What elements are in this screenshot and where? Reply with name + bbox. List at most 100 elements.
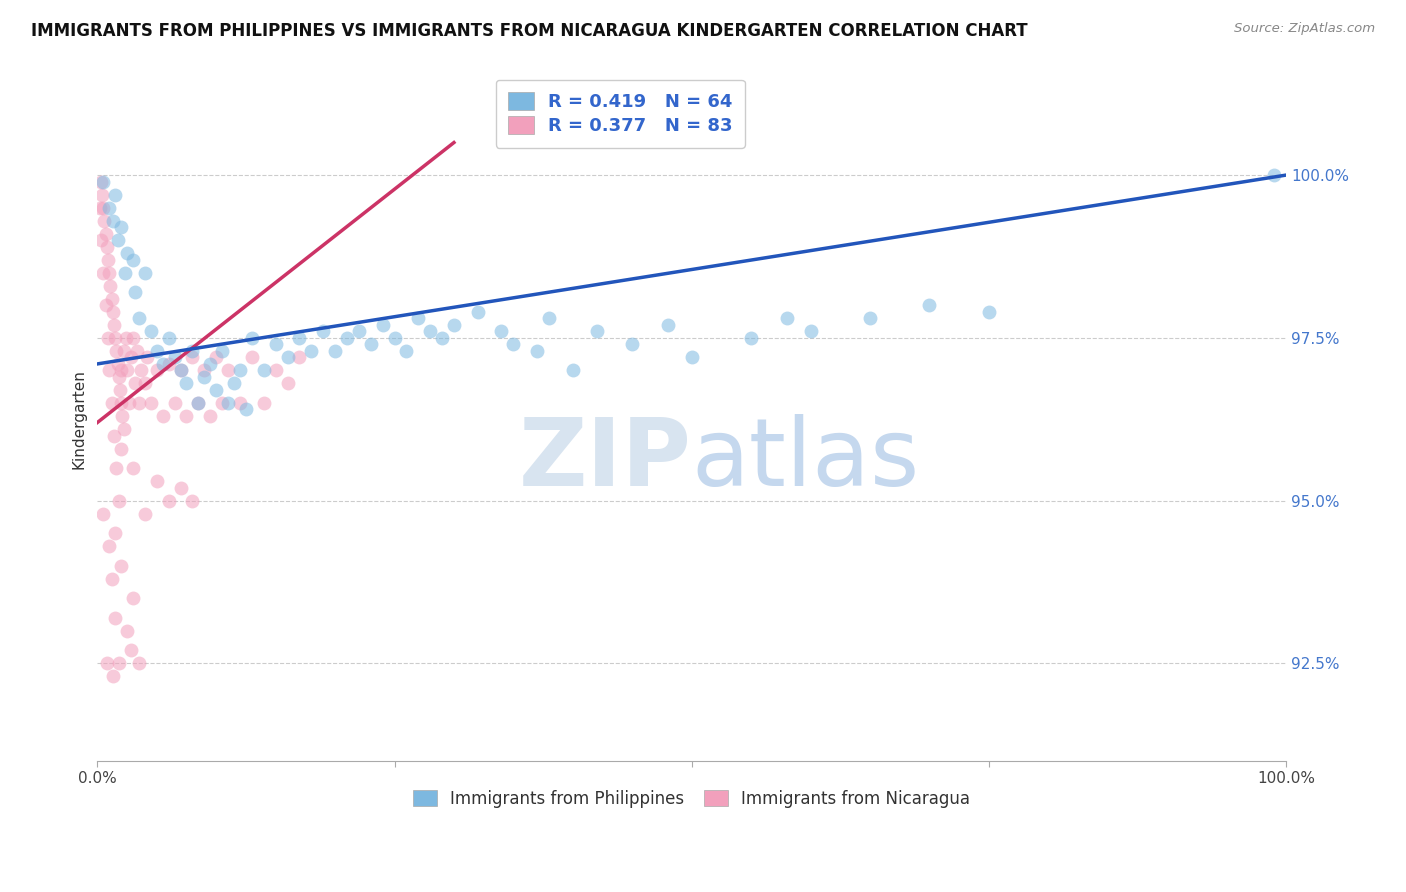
- Point: [443, 318, 465, 332]
- Text: ZIP: ZIP: [519, 414, 692, 507]
- Point: [799, 324, 821, 338]
- Point: [235, 402, 257, 417]
- Point: [526, 343, 548, 358]
- Point: [131, 363, 153, 377]
- Point: [110, 363, 132, 377]
- Point: [118, 396, 141, 410]
- Point: [114, 266, 136, 280]
- Point: [91, 175, 114, 189]
- Point: [125, 343, 148, 358]
- Point: [229, 363, 252, 377]
- Point: [97, 252, 120, 267]
- Point: [139, 324, 162, 338]
- Point: [107, 233, 129, 247]
- Point: [253, 396, 276, 410]
- Point: [122, 591, 145, 606]
- Point: [288, 351, 311, 365]
- Point: [211, 396, 233, 410]
- Point: [163, 351, 186, 365]
- Point: [537, 311, 560, 326]
- Point: [105, 461, 128, 475]
- Point: [136, 351, 159, 365]
- Point: [110, 558, 132, 573]
- Point: [104, 331, 127, 345]
- Point: [110, 220, 132, 235]
- Point: [107, 357, 129, 371]
- Text: IMMIGRANTS FROM PHILIPPINES VS IMMIGRANTS FROM NICARAGUA KINDERGARTEN CORRELATIO: IMMIGRANTS FROM PHILIPPINES VS IMMIGRANT…: [31, 22, 1028, 40]
- Point: [312, 324, 335, 338]
- Point: [134, 376, 156, 391]
- Point: [181, 351, 204, 365]
- Point: [110, 396, 132, 410]
- Point: [152, 409, 174, 423]
- Point: [222, 376, 245, 391]
- Point: [107, 657, 129, 671]
- Point: [134, 266, 156, 280]
- Point: [115, 624, 138, 638]
- Point: [115, 246, 138, 260]
- Text: Source: ZipAtlas.com: Source: ZipAtlas.com: [1234, 22, 1375, 36]
- Point: [91, 201, 114, 215]
- Point: [103, 428, 125, 442]
- Point: [681, 351, 703, 365]
- Point: [585, 324, 607, 338]
- Point: [134, 507, 156, 521]
- Point: [288, 331, 311, 345]
- Point: [112, 343, 135, 358]
- Point: [169, 363, 191, 377]
- Point: [157, 493, 180, 508]
- Point: [323, 343, 346, 358]
- Point: [859, 311, 882, 326]
- Point: [98, 266, 121, 280]
- Point: [205, 383, 228, 397]
- Point: [128, 657, 150, 671]
- Point: [100, 572, 122, 586]
- Point: [107, 370, 129, 384]
- Text: atlas: atlas: [692, 414, 920, 507]
- Point: [103, 318, 125, 332]
- Point: [97, 331, 120, 345]
- Point: [502, 337, 524, 351]
- Point: [104, 526, 127, 541]
- Point: [112, 422, 135, 436]
- Point: [104, 187, 127, 202]
- Point: [187, 396, 209, 410]
- Point: [107, 493, 129, 508]
- Legend: Immigrants from Philippines, Immigrants from Nicaragua: Immigrants from Philippines, Immigrants …: [406, 783, 977, 814]
- Point: [128, 396, 150, 410]
- Point: [253, 363, 276, 377]
- Point: [96, 657, 118, 671]
- Point: [217, 396, 239, 410]
- Point: [360, 337, 382, 351]
- Point: [169, 363, 191, 377]
- Point: [122, 461, 145, 475]
- Point: [491, 324, 513, 338]
- Point: [122, 331, 145, 345]
- Point: [146, 363, 169, 377]
- Point: [621, 337, 644, 351]
- Point: [91, 507, 114, 521]
- Point: [93, 213, 115, 227]
- Point: [299, 343, 322, 358]
- Point: [918, 298, 941, 312]
- Point: [152, 357, 174, 371]
- Point: [240, 351, 263, 365]
- Point: [229, 396, 252, 410]
- Point: [371, 318, 394, 332]
- Point: [277, 376, 299, 391]
- Point: [181, 493, 204, 508]
- Y-axis label: Kindergarten: Kindergarten: [72, 369, 86, 469]
- Point: [98, 201, 121, 215]
- Point: [200, 409, 222, 423]
- Point: [98, 539, 121, 553]
- Point: [419, 324, 441, 338]
- Point: [105, 343, 128, 358]
- Point: [193, 370, 215, 384]
- Point: [776, 311, 799, 326]
- Point: [211, 343, 233, 358]
- Point: [347, 324, 370, 338]
- Point: [384, 331, 406, 345]
- Point: [205, 351, 228, 365]
- Point: [91, 266, 114, 280]
- Point: [101, 305, 124, 319]
